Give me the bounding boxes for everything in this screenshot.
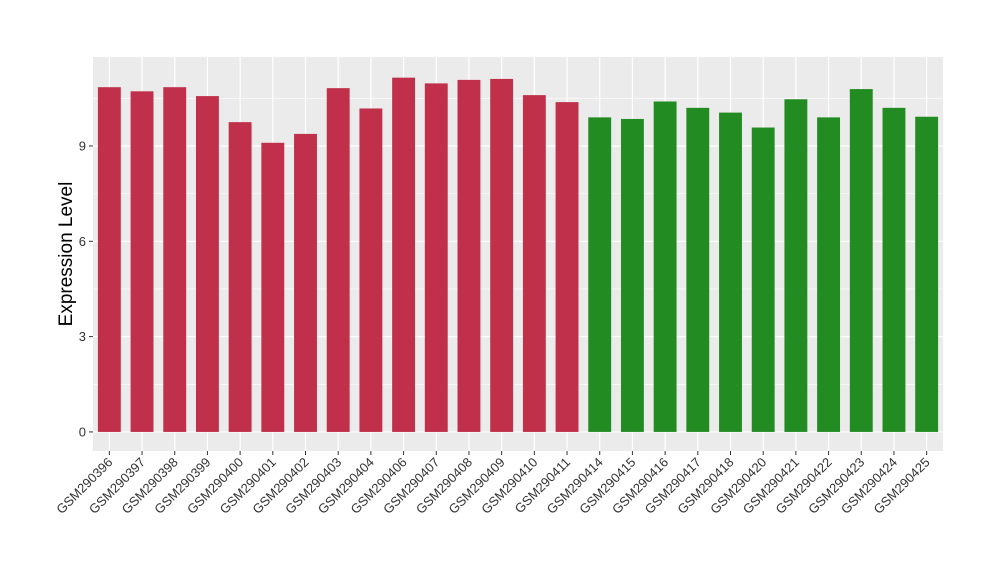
bar-GSM290401 (261, 142, 285, 432)
bar-GSM290407 (424, 83, 448, 432)
y-tick-label: 0 (79, 424, 86, 439)
bar-GSM290422 (817, 117, 841, 432)
bar-GSM290425 (915, 116, 939, 432)
bar-GSM290403 (326, 88, 350, 432)
bar-GSM290408 (457, 79, 481, 432)
bar-GSM290418 (719, 112, 742, 432)
bar-GSM290406 (392, 77, 416, 432)
bar-GSM290414 (588, 117, 612, 432)
bar-GSM290398 (163, 87, 187, 432)
y-tick-label: 6 (79, 234, 86, 249)
bar-GSM290415 (620, 118, 644, 432)
bar-GSM290404 (359, 108, 383, 432)
y-tick-label: 9 (79, 138, 86, 153)
bar-GSM290397 (130, 91, 154, 432)
bar-GSM290423 (849, 89, 873, 432)
y-axis-title: Expression Level (56, 182, 77, 327)
bars (97, 77, 939, 432)
y-axis-ticks: 0 3 6 9 (79, 138, 93, 439)
bar-GSM290409 (490, 78, 514, 432)
bar-GSM290396 (97, 87, 121, 432)
x-axis-ticks: GSM290396GSM290397GSM290398GSM290399GSM2… (53, 451, 933, 517)
y-tick-label: 3 (79, 329, 86, 344)
plot-panel (93, 57, 943, 451)
bar-GSM290399 (195, 96, 219, 432)
bar-GSM290424 (882, 107, 906, 432)
bar-GSM290410 (522, 95, 546, 432)
bar-GSM290411 (555, 102, 579, 432)
bar-GSM290417 (686, 107, 710, 432)
bar-GSM290420 (751, 127, 775, 432)
bar-GSM290421 (784, 99, 808, 432)
bar-GSM290402 (294, 133, 317, 432)
bar-GSM290400 (228, 122, 252, 432)
bar-GSM290416 (653, 101, 677, 432)
